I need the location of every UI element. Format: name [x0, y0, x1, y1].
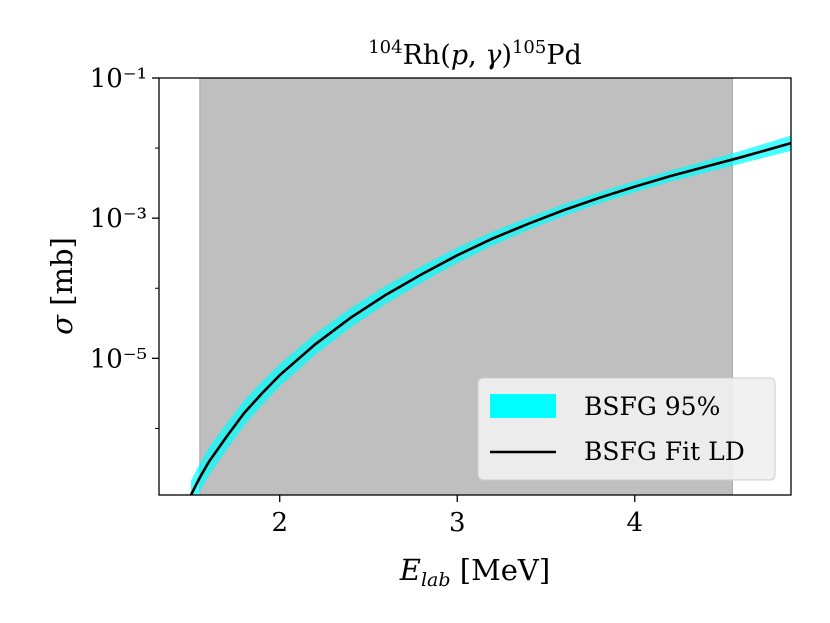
- series-line-bsfg-fit-ld: [189, 141, 791, 495]
- y-tick-label: 10⁻⁵: [90, 344, 147, 374]
- legend: BSFG 95% BSFG Fit LD: [477, 377, 776, 481]
- legend-swatch-band: [490, 394, 556, 418]
- plot-frame: [158, 77, 792, 496]
- x-tick-label: 2: [271, 508, 288, 538]
- x-tick-label: 4: [627, 508, 644, 538]
- legend-label-band: BSFG 95%: [584, 392, 720, 421]
- x-axis-label: Elab [MeV]: [399, 553, 550, 591]
- y-axis: 10⁻¹ 10⁻³ 10⁻⁵: [90, 64, 159, 429]
- y-tick-label: 10⁻³: [90, 204, 147, 234]
- legend-label-line: BSFG Fit LD: [584, 437, 745, 466]
- chart-title: 104Rh(p, γ)105Pd: [368, 37, 582, 71]
- x-axis: 2 3 4: [271, 495, 643, 538]
- y-axis-label: σ [mb]: [45, 237, 79, 335]
- y-tick-label: 10⁻¹: [90, 64, 147, 94]
- x-tick-label: 3: [449, 508, 466, 538]
